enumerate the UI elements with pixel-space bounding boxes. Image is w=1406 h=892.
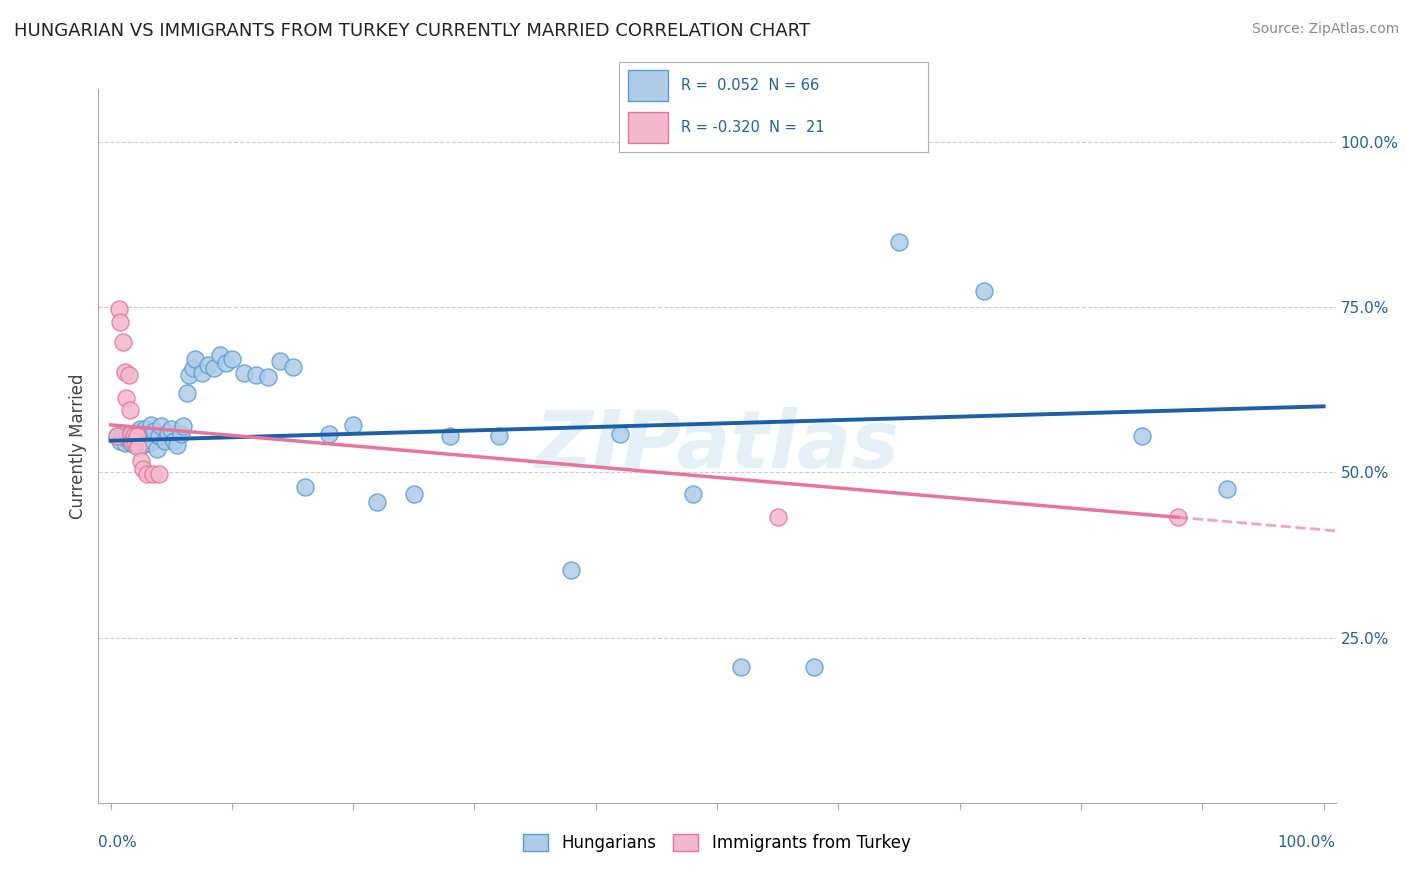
Point [115,431,138,445]
Point [121,429,143,443]
Point [129,439,152,453]
Text: 0.0%: 0.0% [98,835,138,850]
Point [127,440,149,454]
Point [111,427,134,442]
Point [127,429,149,443]
Point [120,435,142,450]
Point [973,284,995,298]
Point [215,356,238,370]
Point [402,486,425,500]
Text: R = -0.320  N =  21: R = -0.320 N = 21 [681,120,824,135]
Bar [628,70,668,101]
Text: R =  0.052  N = 66: R = 0.052 N = 66 [681,78,818,93]
Point [166,438,188,452]
Point [122,434,145,448]
Point [184,351,207,366]
Point [136,467,159,481]
Point [176,386,198,401]
Point [1167,510,1189,524]
Point [160,422,183,436]
Point [111,334,134,349]
Point [124,425,146,440]
Point [132,435,155,450]
Point [108,301,131,316]
Point [609,427,631,442]
Point [110,434,132,448]
Text: HUNGARIAN VS IMMIGRANTS FROM TURKEY CURRENTLY MARRIED CORRELATION CHART: HUNGARIAN VS IMMIGRANTS FROM TURKEY CURR… [14,22,810,40]
Y-axis label: Currently Married: Currently Married [69,373,87,519]
Point [560,563,582,577]
Point [162,434,184,448]
Bar [628,112,668,143]
Point [257,369,280,384]
Point [131,427,153,442]
Point [150,419,173,434]
Point [221,351,243,366]
Point [1215,482,1237,496]
Point [439,429,461,443]
Point [172,419,194,434]
Point [887,235,910,250]
Point [366,495,388,509]
Point [139,417,162,432]
Point [118,402,141,417]
Point [730,660,752,674]
Point [181,361,204,376]
Point [294,480,316,494]
Point [132,462,155,476]
Point [208,348,231,362]
Point [105,429,128,443]
Point [488,429,510,443]
Point [127,429,149,443]
Point [122,429,145,443]
Text: ZIPatlas: ZIPatlas [534,407,900,485]
Point [342,417,364,432]
Point [143,425,166,439]
Point [129,453,152,467]
Text: Source: ZipAtlas.com: Source: ZipAtlas.com [1251,22,1399,37]
Point [245,368,267,382]
Point [142,434,165,448]
Point [233,367,256,381]
Point [1130,429,1153,443]
Legend: Hungarians, Immigrants from Turkey: Hungarians, Immigrants from Turkey [517,827,917,859]
Point [121,434,143,448]
Point [179,368,201,382]
Point [136,427,159,442]
Point [124,434,146,448]
Point [118,427,141,442]
Point [114,365,136,379]
Point [682,486,704,500]
Point [115,392,138,406]
Point [148,429,170,443]
Point [118,368,141,382]
Point [766,510,789,524]
Point [128,422,150,436]
Point [190,367,212,381]
Point [156,425,179,440]
Point [120,427,142,442]
Point [110,315,132,329]
Point [803,660,825,674]
Point [170,427,193,442]
Text: 100.0%: 100.0% [1278,835,1336,850]
Point [197,359,219,373]
Point [134,422,156,436]
Point [148,467,170,481]
Point [142,467,165,481]
Point [202,361,225,376]
Point [269,354,291,368]
Point [136,434,159,448]
Point [105,429,128,443]
Point [138,435,160,450]
Point [281,359,304,374]
Point [318,427,340,442]
Point [118,433,141,447]
Point [124,438,146,452]
Point [127,434,149,448]
Point [145,442,167,457]
Point [114,435,136,450]
Point [153,434,176,448]
